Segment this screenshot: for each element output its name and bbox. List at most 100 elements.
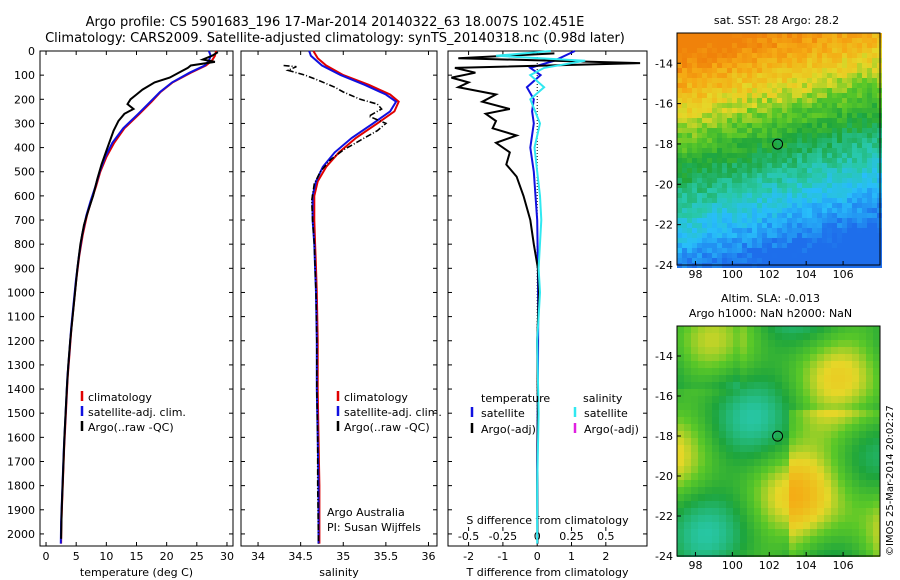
heatmap-cell — [824, 438, 831, 445]
heatmap-cell — [712, 33, 717, 38]
heatmap-cell — [787, 48, 792, 53]
heatmap-cell — [862, 48, 867, 53]
heatmap-cell — [842, 173, 847, 178]
y-tick-label: -20 — [655, 470, 673, 483]
heatmap-cell — [705, 473, 712, 480]
heatmap-cell — [707, 98, 712, 103]
heatmap-cell — [787, 133, 792, 138]
heatmap-cell — [752, 168, 757, 173]
heatmap-cell — [687, 118, 692, 123]
heatmap-cell — [691, 438, 698, 445]
heatmap-cell — [837, 218, 842, 223]
heatmap-cell — [757, 198, 762, 203]
heatmap-cell — [754, 508, 761, 515]
heatmap-cell — [727, 108, 732, 113]
x-tick-label: 102 — [759, 559, 780, 572]
heatmap-cell — [807, 83, 812, 88]
heatmap-cell — [862, 203, 867, 208]
heatmap-cell — [812, 233, 817, 238]
heatmap-cell — [732, 258, 737, 263]
heatmap-cell — [842, 98, 847, 103]
heatmap-cell — [789, 452, 796, 459]
heatmap-cell — [677, 368, 684, 375]
heatmap-cell — [682, 153, 687, 158]
heatmap-cell — [842, 118, 847, 123]
heatmap-cell — [712, 38, 717, 43]
x-tick-label: 34.5 — [288, 550, 313, 563]
heatmap-cell — [796, 431, 803, 438]
heatmap-cell — [747, 529, 754, 536]
heatmap-cell — [831, 487, 838, 494]
heatmap-cell — [812, 133, 817, 138]
heatmap-cell — [762, 158, 767, 163]
heatmap-cell — [852, 168, 857, 173]
series-line-red — [60, 50, 218, 544]
heatmap-cell — [747, 138, 752, 143]
heatmap-cell — [824, 466, 831, 473]
heatmap-cell — [852, 473, 859, 480]
heatmap-cell — [837, 88, 842, 93]
heatmap-cell — [872, 63, 877, 68]
heatmap-cell — [777, 203, 782, 208]
heatmap-cell — [677, 410, 684, 417]
heatmap-cell — [677, 445, 684, 452]
heatmap-cell — [852, 508, 859, 515]
heatmap-cell — [677, 459, 684, 466]
heatmap-cell — [792, 133, 797, 138]
heatmap-cell — [782, 340, 789, 347]
heatmap-cell — [777, 183, 782, 188]
heatmap-cell — [842, 228, 847, 233]
heatmap-cell — [867, 213, 872, 218]
heatmap-cell — [782, 88, 787, 93]
heatmap-cell — [845, 431, 852, 438]
heatmap-cell — [867, 128, 872, 133]
heatmap-cell — [775, 354, 782, 361]
heatmap-cell — [717, 78, 722, 83]
heatmap-cell — [831, 410, 838, 417]
heatmap-cell — [827, 168, 832, 173]
heatmap-cell — [822, 113, 827, 118]
heatmap-cell — [777, 208, 782, 213]
heatmap-cell — [719, 438, 726, 445]
heatmap-cell — [797, 128, 802, 133]
heatmap-cell — [792, 258, 797, 263]
heatmap-cell — [862, 248, 867, 253]
heatmap-cell — [789, 473, 796, 480]
heatmap-cell — [687, 38, 692, 43]
heatmap-cell — [847, 173, 852, 178]
heatmap-cell — [757, 63, 762, 68]
heatmap-cell — [775, 445, 782, 452]
heatmap-cell — [747, 213, 752, 218]
heatmap-cell — [859, 452, 866, 459]
heatmap-cell — [847, 123, 852, 128]
heatmap-cell — [810, 375, 817, 382]
heatmap-cell — [762, 208, 767, 213]
heatmap-cell — [747, 501, 754, 508]
y-tick-label: -18 — [655, 430, 673, 443]
heatmap-cell — [859, 403, 866, 410]
heatmap-cell — [847, 243, 852, 248]
heatmap-cell — [772, 33, 777, 38]
heatmap-cell — [727, 193, 732, 198]
heatmap-cell — [702, 73, 707, 78]
heatmap-cell — [866, 375, 873, 382]
heatmap-cell — [768, 403, 775, 410]
heatmap-cell — [845, 354, 852, 361]
heatmap-cell — [789, 396, 796, 403]
heatmap-cell — [845, 389, 852, 396]
plot-frame — [447, 50, 648, 547]
heatmap-cell — [857, 133, 862, 138]
heatmap-cell — [691, 340, 698, 347]
heatmap-cell — [787, 213, 792, 218]
heatmap-cell — [837, 68, 842, 73]
legend-label: climatology — [344, 391, 408, 404]
heatmap-cell — [712, 103, 717, 108]
heatmap-cell — [796, 522, 803, 529]
heatmap-cell — [822, 123, 827, 128]
y-tick-label: 200 — [14, 93, 35, 106]
heatmap-cell — [867, 258, 872, 263]
heatmap-cell — [837, 43, 842, 48]
heatmap-cell — [802, 118, 807, 123]
heatmap-cell — [682, 173, 687, 178]
